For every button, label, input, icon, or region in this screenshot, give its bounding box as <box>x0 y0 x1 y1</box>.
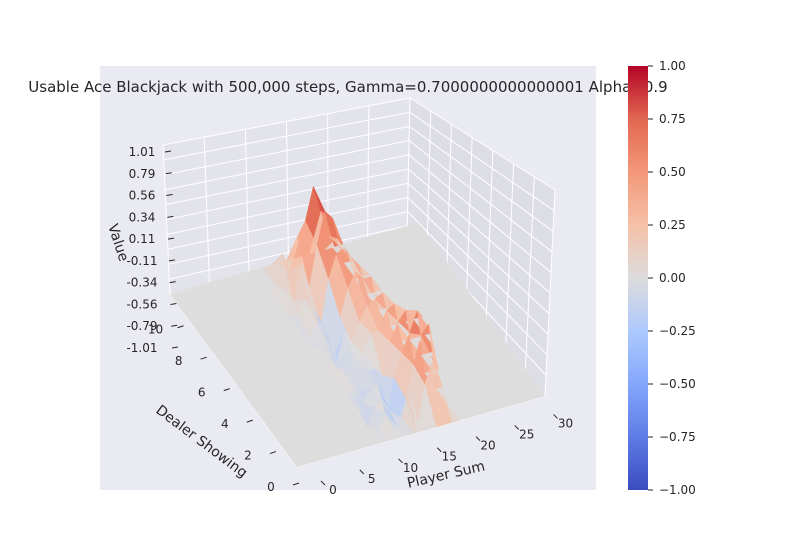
colorbar-tick-label: 0.50 <box>659 165 686 179</box>
x-tick-label: 20 <box>480 439 495 453</box>
z-tick-mark <box>171 346 179 349</box>
grid-line <box>367 105 370 250</box>
colorbar-tick-label: 1.00 <box>659 59 686 73</box>
z-tick-label: -0.79 <box>126 319 157 333</box>
z-tick-label: 1.01 <box>129 145 156 159</box>
x-axis-ticks: 0 5 10 15 20 25 30 <box>320 414 573 497</box>
z-tick-label: 0.11 <box>129 232 156 246</box>
x-tick-label: 25 <box>519 428 534 442</box>
z-tick-mark <box>165 172 172 175</box>
grid-line <box>286 121 289 268</box>
colorbar-tick-label: −1.00 <box>659 483 696 497</box>
surface-patch <box>525 380 546 399</box>
z-tick-mark <box>169 281 176 284</box>
z-tick-mark <box>166 194 173 197</box>
z-tick-label: -0.11 <box>126 254 157 268</box>
y-tick-label: 10 <box>148 323 163 337</box>
z-tick-mark <box>167 215 174 218</box>
grid-line <box>505 163 515 352</box>
x-tick-label: 15 <box>442 450 457 464</box>
x-tick-mark <box>320 480 326 486</box>
grid-line <box>407 211 548 356</box>
y-tick-mark <box>200 356 207 360</box>
z-tick-label: 0.56 <box>129 189 156 203</box>
y-tick-label: 2 <box>244 449 252 463</box>
y-tick-label: 4 <box>221 417 229 431</box>
colorbar-tick-label: −0.75 <box>659 430 696 444</box>
z-tick-label: -1.01 <box>126 341 157 355</box>
z-tick-mark <box>168 237 175 240</box>
x-tick-label: 30 <box>558 416 573 430</box>
grid-line <box>409 111 555 212</box>
grid-line <box>203 137 210 286</box>
grid-line <box>407 182 550 314</box>
z-tick-mark <box>164 150 172 153</box>
chart-title: Usable Ace Blackjack with 500,000 steps,… <box>28 78 667 96</box>
grid-line <box>445 124 452 285</box>
z-axis-ticks: -1.01 -0.79 -0.56 -0.34 -0.11 0.11 0.34 0.56 0.7… <box>126 145 179 355</box>
z-tick-mark <box>168 259 175 262</box>
grid-line <box>465 137 473 307</box>
colorbar-tick-label: 0.75 <box>659 112 686 126</box>
y-tick-mark <box>177 325 184 329</box>
x-tick-label: 5 <box>368 472 376 486</box>
x-tick-label: 0 <box>329 483 337 497</box>
grid-line <box>407 197 549 335</box>
y-tick-mark <box>292 482 300 486</box>
z-tick-label: 0.34 <box>129 210 156 224</box>
y-tick-mark <box>223 388 230 392</box>
colorbar-tick-label: 0.25 <box>659 218 686 232</box>
y-tick-label: 6 <box>198 386 206 400</box>
y-axis-ticks: 0 2 4 6 8 10 <box>148 323 300 494</box>
x-tick-mark <box>514 425 520 430</box>
grid-line <box>409 125 554 232</box>
x-tick-label: 10 <box>403 461 418 475</box>
colorbar-tick-label: −0.50 <box>659 377 696 391</box>
x-tick-mark <box>436 447 442 453</box>
colorbar <box>628 66 648 490</box>
y-tick-mark <box>269 451 277 455</box>
y-tick-mark <box>246 419 253 423</box>
x-tick-mark <box>475 436 481 441</box>
grid-line <box>408 168 551 294</box>
grid-line <box>524 176 535 374</box>
grid-line <box>408 140 553 253</box>
x-tick-mark <box>359 469 365 475</box>
y-tick-label: 0 <box>267 480 275 494</box>
grid-line <box>408 154 552 273</box>
colorbar-tick-label: −0.25 <box>659 324 696 338</box>
z-tick-mark <box>170 302 177 305</box>
grid-line <box>485 150 494 330</box>
x-tick-mark <box>553 414 558 419</box>
colorbar-tick-label: 0.00 <box>659 271 686 285</box>
y-tick-label: 8 <box>175 354 183 368</box>
x-tick-mark <box>398 458 403 464</box>
z-tick-mark <box>171 324 178 327</box>
value-surface <box>169 185 546 468</box>
z-tick-label: -0.34 <box>126 276 157 290</box>
grid-line <box>244 129 250 277</box>
colorbar-ticks: 1.00 0.75 0.50 0.25 0.00 −0.25 −0.50 −0.75 −1.00 <box>648 59 696 497</box>
z-tick-label: 0.79 <box>129 167 156 181</box>
z-tick-label: -0.56 <box>126 297 157 311</box>
